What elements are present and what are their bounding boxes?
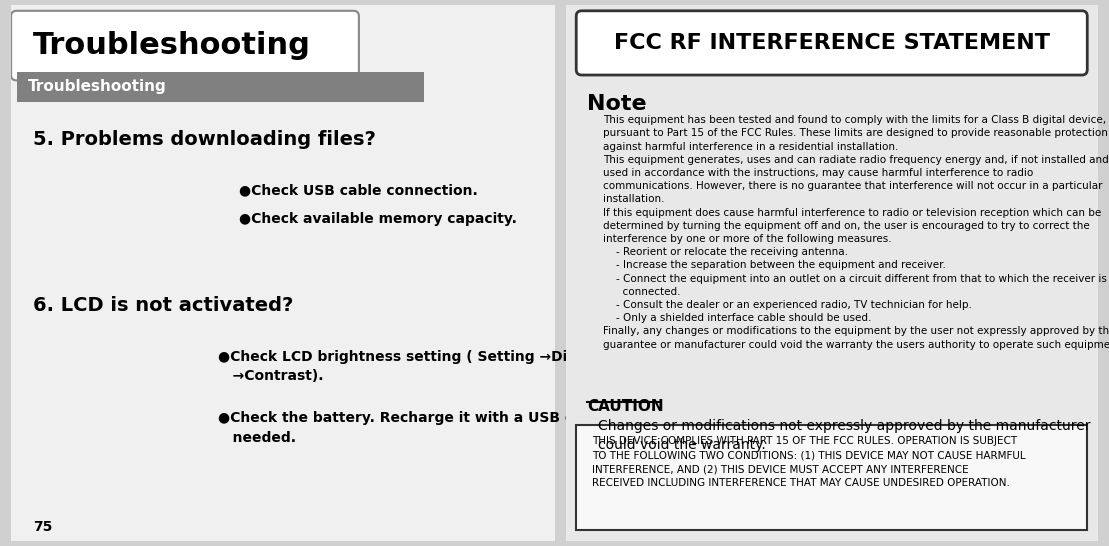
FancyBboxPatch shape bbox=[17, 73, 424, 102]
Text: Changes or modifications not expressly approved by the manufacturer
could void t: Changes or modifications not expressly a… bbox=[598, 419, 1090, 452]
Text: Note: Note bbox=[587, 94, 647, 114]
FancyBboxPatch shape bbox=[11, 11, 359, 80]
Text: Troubleshooting: Troubleshooting bbox=[33, 31, 311, 60]
Text: 6. LCD is not activated?: 6. LCD is not activated? bbox=[33, 295, 293, 314]
Text: ●Check USB cable connection.: ●Check USB cable connection. bbox=[240, 183, 478, 197]
Text: FCC RF INTERFERENCE STATEMENT: FCC RF INTERFERENCE STATEMENT bbox=[613, 33, 1050, 53]
Text: CAUTION: CAUTION bbox=[587, 399, 663, 414]
FancyBboxPatch shape bbox=[577, 425, 1087, 530]
Text: Troubleshooting: Troubleshooting bbox=[28, 79, 166, 94]
FancyBboxPatch shape bbox=[560, 0, 1103, 546]
Text: 5. Problems downloading files?: 5. Problems downloading files? bbox=[33, 130, 376, 149]
Text: 75: 75 bbox=[33, 520, 52, 534]
Text: This equipment has been tested and found to comply with the limits for a Class B: This equipment has been tested and found… bbox=[603, 115, 1109, 349]
FancyBboxPatch shape bbox=[577, 11, 1087, 75]
Text: THIS DEVICE COMPLIES WITH PART 15 OF THE FCC RULES. OPERATION IS SUBJECT
TO THE : THIS DEVICE COMPLIES WITH PART 15 OF THE… bbox=[592, 436, 1026, 488]
Text: ●Check the battery. Recharge it with a USB cable if
   needed.: ●Check the battery. Recharge it with a U… bbox=[217, 412, 622, 445]
Text: ●Check LCD brightness setting ( Setting →Display
   →Contrast).: ●Check LCD brightness setting ( Setting … bbox=[217, 350, 608, 383]
FancyBboxPatch shape bbox=[6, 0, 560, 546]
Text: ●Check available memory capacity.: ●Check available memory capacity. bbox=[240, 212, 517, 227]
